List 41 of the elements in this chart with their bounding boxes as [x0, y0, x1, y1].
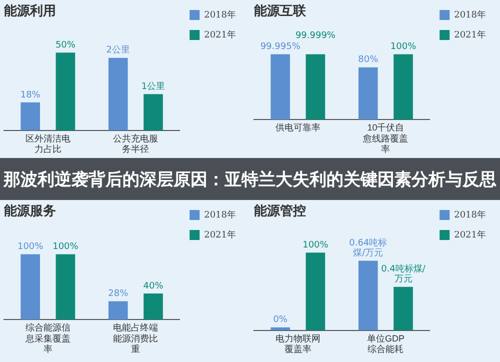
- legend-label: 2018年: [454, 9, 486, 20]
- x-tick-label: 电能占终端能源消费比重: [113, 322, 158, 354]
- bar: [394, 54, 413, 120]
- legend-label: 2021年: [204, 229, 236, 240]
- data-label: 2公里: [106, 44, 130, 56]
- text: 那波利逆袭背后的深层原因：亚特兰大失利的关键因素分析与反思: [4, 168, 496, 190]
- chart-title: 能源服务: [4, 203, 56, 220]
- legend-label: 2021年: [204, 29, 236, 40]
- data-label: 100%: [302, 240, 329, 251]
- legend-label: 2018年: [204, 9, 236, 20]
- data-label: 80%: [358, 55, 379, 66]
- chart-title: 能源管控: [254, 203, 306, 220]
- data-label: 50%: [55, 40, 76, 51]
- data-label: 99.999%: [295, 31, 336, 42]
- data-label: 28%: [108, 289, 129, 300]
- bar: [270, 54, 290, 120]
- chart-title: 能源互联: [254, 3, 307, 20]
- data-label: 0%: [273, 315, 288, 326]
- bar: [358, 67, 378, 120]
- x-tick-label: 电力物联网覆盖率: [275, 333, 320, 354]
- x-tick-label: 供电可靠率: [275, 122, 320, 132]
- data-label: 0.64吨标煤/万元: [349, 238, 388, 259]
- x-tick-label: 综合能源信息采集覆盖率: [24, 322, 70, 354]
- data-label: 40%: [143, 281, 164, 292]
- legend-label: 2018年: [204, 209, 236, 220]
- chart-title: 能源利用: [4, 3, 56, 20]
- legend-label: 2018年: [454, 209, 486, 220]
- data-label: 100%: [52, 242, 79, 252]
- x-tick-label: 公共充电服务半径: [113, 133, 158, 154]
- legend-label: 2021年: [454, 229, 486, 240]
- data-label: 100%: [17, 242, 44, 252]
- data-label: 1公里: [141, 80, 166, 92]
- x-tick-label: 10千伏自愈线路覆盖率: [362, 122, 408, 154]
- x-tick-label: 单位GDP综合能耗: [366, 333, 404, 354]
- data-label: 0.4吨标煤/万元: [381, 264, 426, 285]
- data-label: 99.995%: [260, 42, 301, 52]
- data-label: 18%: [20, 90, 41, 100]
- legend-label: 2021年: [454, 29, 486, 40]
- x-tick-label: 区外清洁电力占比: [25, 133, 70, 154]
- bar: [306, 54, 326, 120]
- data-label: 100%: [390, 42, 417, 52]
